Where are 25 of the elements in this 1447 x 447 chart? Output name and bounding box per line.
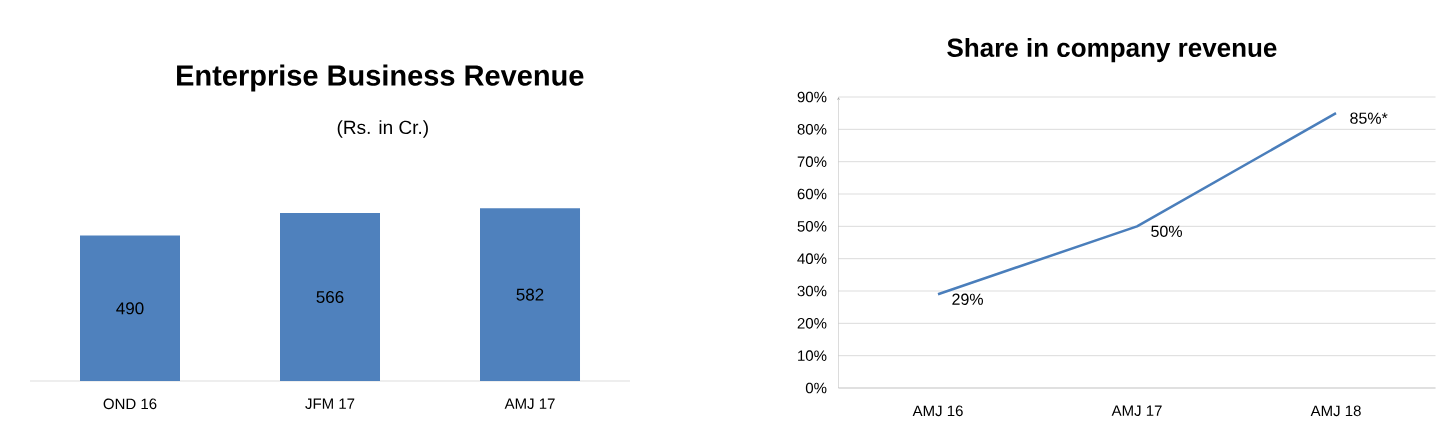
data-label: 582 bbox=[516, 288, 544, 301]
y-tick-label: 40% bbox=[797, 253, 827, 264]
data-label: 490 bbox=[116, 302, 144, 315]
x-tick-label: OND 16 bbox=[103, 398, 157, 410]
x-tick-label: AMJ 17 bbox=[1111, 405, 1162, 416]
data-label: 85%* bbox=[1350, 112, 1388, 124]
data-label: 566 bbox=[316, 290, 344, 304]
data-label: 29% bbox=[952, 293, 983, 305]
y-tick-label: 70% bbox=[797, 156, 827, 167]
y-tick-label: 0% bbox=[805, 382, 827, 394]
y-tick-label: 30% bbox=[797, 285, 827, 297]
x-tick-label: JFM 17 bbox=[305, 398, 355, 409]
y-tick-label: 60% bbox=[797, 188, 827, 200]
y-tick-label: 20% bbox=[797, 318, 827, 329]
chart-title: Share in company revenue bbox=[947, 37, 1277, 63]
y-tick-label: 50% bbox=[797, 221, 827, 232]
x-tick-label: AMJ 16 bbox=[912, 405, 963, 417]
chart-title: Enterprise Business Revenue bbox=[177, 64, 584, 92]
y-tick-label: 10% bbox=[798, 350, 827, 361]
chart-subtitle: (Rs. in Cr.) bbox=[337, 120, 428, 138]
x-tick-label: AMJ 18 bbox=[1310, 405, 1361, 417]
y-tick-label: 90% bbox=[797, 91, 827, 103]
x-tick-label: AMJ 17 bbox=[504, 398, 555, 409]
data-label: 50% bbox=[1151, 225, 1182, 237]
y-tick-label: 80% bbox=[797, 124, 827, 135]
